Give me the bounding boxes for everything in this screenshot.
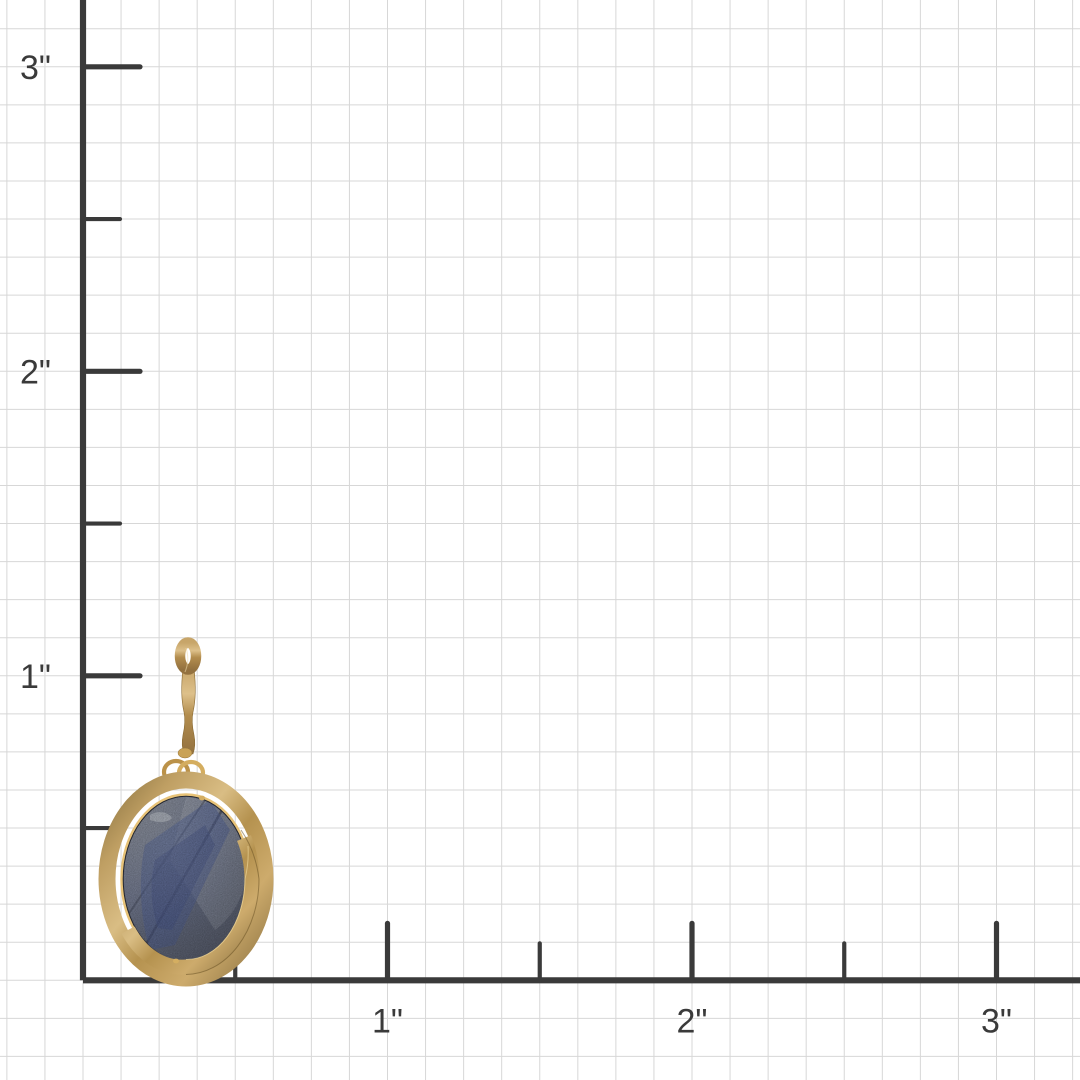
svg-text:3": 3" [981, 1002, 1012, 1040]
svg-text:1": 1" [20, 658, 51, 696]
svg-text:2": 2" [677, 1002, 708, 1040]
svg-text:3": 3" [20, 49, 51, 87]
svg-text:2": 2" [20, 353, 51, 391]
svg-text:1": 1" [372, 1002, 403, 1040]
